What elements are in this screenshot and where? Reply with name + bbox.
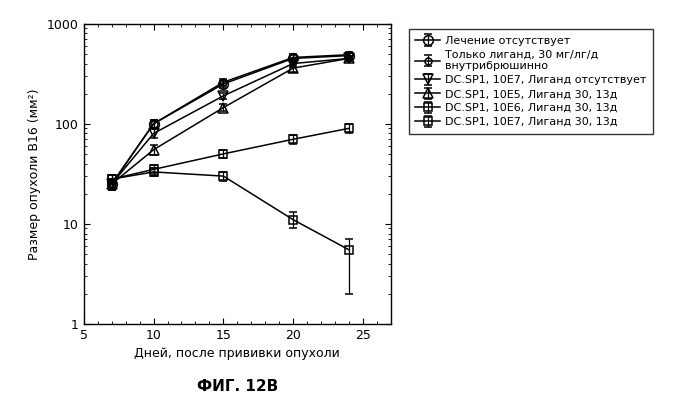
- Y-axis label: Размер опухоли В16 (мм²): Размер опухоли В16 (мм²): [29, 88, 41, 260]
- Text: ФИГ. 12В: ФИГ. 12В: [197, 379, 278, 394]
- X-axis label: Дней, после прививки опухоли: Дней, после прививки опухоли: [135, 347, 340, 360]
- Legend: Лечение отсутствует, Только лиганд, 30 мг/лг/д
внутрибрюшинно, DC.SP1, 10E7, Лиг: Лечение отсутствует, Только лиганд, 30 м…: [409, 29, 653, 134]
